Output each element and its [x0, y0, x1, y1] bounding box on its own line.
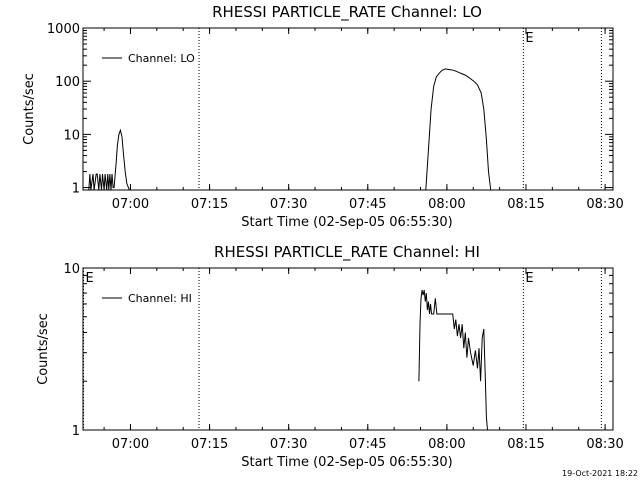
- chart-panel-lo: RHESSI PARTICLE_RATE Channel: LO 07:00 07…: [22, 3, 624, 230]
- x-tick-label: 07:15: [191, 437, 228, 452]
- plot-frame-hi: [82, 267, 614, 431]
- series-line: [425, 68, 492, 191]
- x-tick-label: 07:00: [112, 197, 149, 212]
- y-tick-label: 10: [63, 262, 80, 277]
- x-tick-label: 08:30: [586, 437, 623, 452]
- event-markers-lo: E: [198, 28, 602, 190]
- legend-label-lo: Channel: LO: [128, 52, 195, 65]
- y-axis-label-lo: Counts/sec: [22, 73, 37, 145]
- y-tick-label: 1: [72, 182, 80, 197]
- chart-title-lo: RHESSI PARTICLE_RATE Channel: LO: [212, 3, 482, 22]
- x-axis-label-lo: Start Time (02-Sep-05 06:55:30): [241, 215, 452, 230]
- series-line: [418, 289, 488, 431]
- event-marker-label: E: [525, 271, 533, 286]
- event-marker-label: E: [525, 31, 533, 46]
- x-tick-label: 08:15: [507, 437, 544, 452]
- y-tick-label: 10: [63, 128, 80, 143]
- x-tick-label: 07:00: [112, 437, 149, 452]
- series-lines-hi: [418, 289, 488, 431]
- x-tick-label: 08:00: [428, 437, 465, 452]
- event-marker-label: E: [86, 271, 94, 286]
- y-tick-label: 1: [72, 424, 80, 439]
- series-lines-lo: [88, 68, 492, 191]
- y-tick-label: 100: [55, 75, 80, 90]
- chart-panel-hi: RHESSI PARTICLE_RATE Channel: HI 07:00 07…: [36, 243, 624, 470]
- axis-ticks-lo: 07:00 07:15 07:30 07:45 08:00 08:15 08:30 1 10 10…: [47, 22, 624, 212]
- axis-ticks-hi: 07:00 07:15 07:30 07:45 08:00 08:15 08:30 1 10: [63, 262, 623, 452]
- generation-timestamp: 19-Oct-2021 18:22: [562, 469, 638, 478]
- x-tick-label: 08:30: [586, 197, 623, 212]
- y-axis-label-hi: Counts/sec: [36, 313, 51, 385]
- legend-label-hi: Channel: HI: [128, 292, 192, 305]
- x-tick-label: 07:15: [191, 197, 228, 212]
- x-tick-label: 08:15: [507, 197, 544, 212]
- x-tick-label: 07:45: [349, 437, 386, 452]
- y-tick-label: 1000: [47, 22, 80, 37]
- chart-title-hi: RHESSI PARTICLE_RATE Channel: HI: [214, 243, 480, 262]
- x-axis-label-hi: Start Time (02-Sep-05 06:55:30): [241, 455, 452, 470]
- x-tick-label: 07:30: [270, 197, 307, 212]
- x-tick-label: 07:30: [270, 437, 307, 452]
- series-line: [88, 128, 133, 191]
- x-tick-label: 07:45: [349, 197, 386, 212]
- x-tick-label: 08:00: [428, 197, 465, 212]
